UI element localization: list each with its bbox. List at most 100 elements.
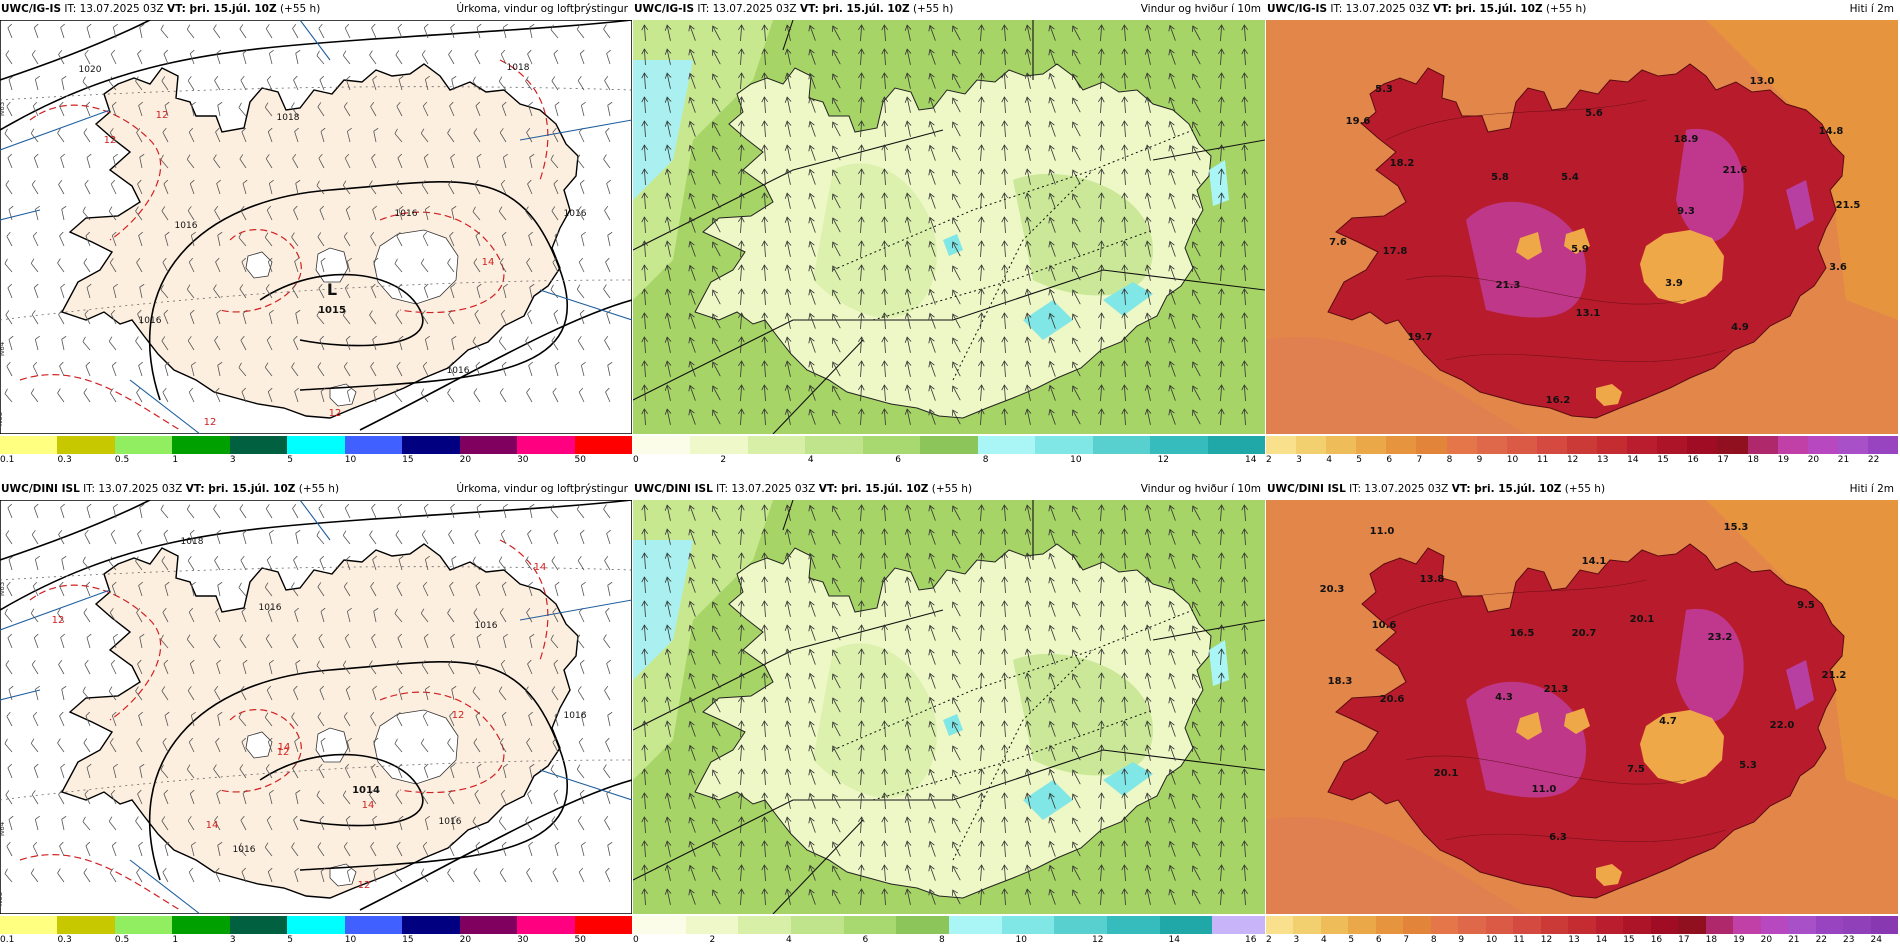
- colorbar-swatch: [344, 436, 403, 454]
- colorbar-swatch: [517, 436, 576, 454]
- map-panel-p6: UWC/DINI ISL IT: 13.07.2025 03Z VT: þri.…: [1266, 480, 1899, 945]
- colorbar-swatch: [402, 436, 461, 454]
- colorbar-label: 8: [982, 455, 989, 465]
- colorbar-swatch: [1513, 916, 1542, 934]
- colorbar-swatch: [1777, 436, 1809, 454]
- colorbar-swatch: [1375, 916, 1404, 934]
- panel-header: UWC/DINI ISL IT: 13.07.2025 03Z VT: þri.…: [1266, 480, 1898, 498]
- map-label: 15.3: [1724, 522, 1749, 533]
- map-label: 11.0: [1532, 784, 1557, 795]
- colorbar-label: 4: [786, 935, 792, 945]
- latitude-label: N64: [0, 341, 6, 356]
- colorbar-label: 6: [862, 935, 869, 945]
- colorbar-label: 17: [1678, 935, 1690, 945]
- map-label: 14: [278, 742, 291, 753]
- colorbar-swatch: [0, 916, 58, 934]
- colorbar-label: 12: [1157, 455, 1170, 465]
- map-label: 14: [482, 257, 495, 268]
- map-label: 1016: [233, 845, 256, 855]
- colorbar-swatch: [1266, 916, 1294, 934]
- model-name: UWC/IG-IS: [634, 3, 695, 15]
- iceland-landmass: [60, 543, 579, 899]
- init-time: IT: 13.07.2025 03Z: [716, 483, 816, 495]
- colorbar-label: 0.3: [57, 455, 72, 465]
- colorbar-label: 3: [1296, 455, 1302, 465]
- colorbar: 0.1 0.3 0.5 1 3 5 10 15 20 30 50: [0, 436, 633, 465]
- colorbar-swatch: [1446, 436, 1478, 454]
- latitude-label: N63: [0, 892, 4, 906]
- colorbar-label: 6: [1375, 935, 1382, 945]
- init-time: IT: 13.07.2025 03Z: [1330, 3, 1430, 15]
- panel-title: Hiti í 2m: [1849, 3, 1894, 15]
- colorbar-swatch: [685, 916, 739, 934]
- colorbar-swatch: [862, 436, 921, 454]
- colorbar-swatch: [1485, 916, 1514, 934]
- colorbar-label: 4: [807, 455, 814, 465]
- colorbar-label: 15: [402, 455, 414, 465]
- map-label: 13.0: [1750, 76, 1775, 87]
- map-label: 1014: [352, 785, 380, 796]
- colorbar-swatch: [1566, 436, 1598, 454]
- colorbar-swatch: [287, 436, 346, 454]
- colorbar-label: 0.1: [0, 455, 15, 465]
- colorbar-swatch: [805, 436, 864, 454]
- colorbar-label: 20: [1807, 455, 1820, 465]
- map-label: 23.2: [1708, 632, 1733, 643]
- colorbar-swatch: [114, 436, 173, 454]
- colorbar-swatch: [1001, 916, 1055, 934]
- map-label: 21.3: [1496, 280, 1521, 291]
- colorbar-label: 16: [1687, 455, 1699, 465]
- init-time: IT: 13.07.2025 03Z: [1349, 483, 1449, 495]
- colorbar-label: 24: [1870, 935, 1882, 945]
- panel-run-info: UWC/DINI ISL IT: 13.07.2025 03Z VT: þri.…: [1, 480, 339, 498]
- map-panel-p2: UWC/IG-IS IT: 13.07.2025 03Z VT: þri. 15…: [633, 0, 1266, 465]
- map-label: 21.2: [1822, 670, 1847, 681]
- colorbar: 0 2 4 6 8 10 12 14 16: [633, 916, 1266, 945]
- map-label: 1016: [564, 711, 587, 721]
- latitude-label: N64: [0, 821, 6, 836]
- map-label: 20.7: [1572, 628, 1597, 639]
- colorbar-label: 1: [172, 455, 179, 465]
- map-label: 21.5: [1836, 200, 1861, 211]
- colorbar-label: 4: [1326, 455, 1332, 465]
- valid-time: VT: þri. 15.júl. 10Z: [185, 483, 296, 495]
- map-label: 20.3: [1320, 584, 1345, 595]
- colorbar-label: 0: [633, 935, 639, 945]
- colorbar-swatch: [1595, 916, 1624, 934]
- map-label: 14.8: [1819, 126, 1844, 137]
- colorbar-swatch: [1403, 916, 1432, 934]
- colorbar-label: 0.3: [57, 935, 72, 945]
- valid-time: VT: þri. 15.júl. 10Z: [1432, 3, 1543, 15]
- colorbar-label: 4: [1320, 935, 1327, 945]
- map-label: 1018: [277, 113, 300, 123]
- colorbar-label: 18: [1747, 455, 1759, 465]
- map-label: 14: [534, 562, 547, 573]
- colorbar-swatch: [1650, 916, 1679, 934]
- map-temp: 5.3 13.0 19.6 5.6 18.9 14.8 18.2 5.8 5.4 21.6 9.3 2…: [1266, 20, 1898, 434]
- colorbar-label: 21: [1788, 935, 1800, 945]
- panel-header: UWC/IG-IS IT: 13.07.2025 03Z VT: þri. 15…: [0, 0, 632, 18]
- panel-header: UWC/DINI ISL IT: 13.07.2025 03Z VT: þri.…: [0, 480, 632, 498]
- colorbar: 2 3 4 5 6 7 8 9 10 11 12 13 14 15 16 17 18 19 20 21 22 23 24: [1266, 916, 1899, 945]
- colorbar-swatch: [1807, 436, 1839, 454]
- colorbar-swatch: [1536, 436, 1568, 454]
- colorbar-label: 5: [1348, 935, 1355, 945]
- map-label: 5.8: [1491, 172, 1509, 183]
- map-label: 21.6: [1723, 165, 1748, 176]
- colorbar: 0 2 4 6 8 10 12 14: [633, 436, 1266, 465]
- colorbar-label: 2: [720, 455, 727, 465]
- map-label: 1016: [475, 621, 498, 631]
- colorbar-label: 10: [1506, 455, 1519, 465]
- map-label: 16.5: [1510, 628, 1535, 639]
- colorbar-label: 19: [1777, 455, 1790, 465]
- map-wind: [633, 20, 1265, 434]
- colorbar-label: 17: [1717, 455, 1729, 465]
- panel-run-info: UWC/DINI ISL IT: 13.07.2025 03Z VT: þri.…: [634, 480, 972, 498]
- colorbar-label: 8: [1446, 455, 1453, 465]
- model-name: UWC/DINI ISL: [634, 483, 713, 495]
- map-label: 20.1: [1434, 768, 1459, 779]
- map-label: 10.6: [1372, 620, 1397, 631]
- colorbar-swatch: [738, 916, 792, 934]
- map-label: 1018: [507, 63, 530, 73]
- colorbar-swatch: [1054, 916, 1108, 934]
